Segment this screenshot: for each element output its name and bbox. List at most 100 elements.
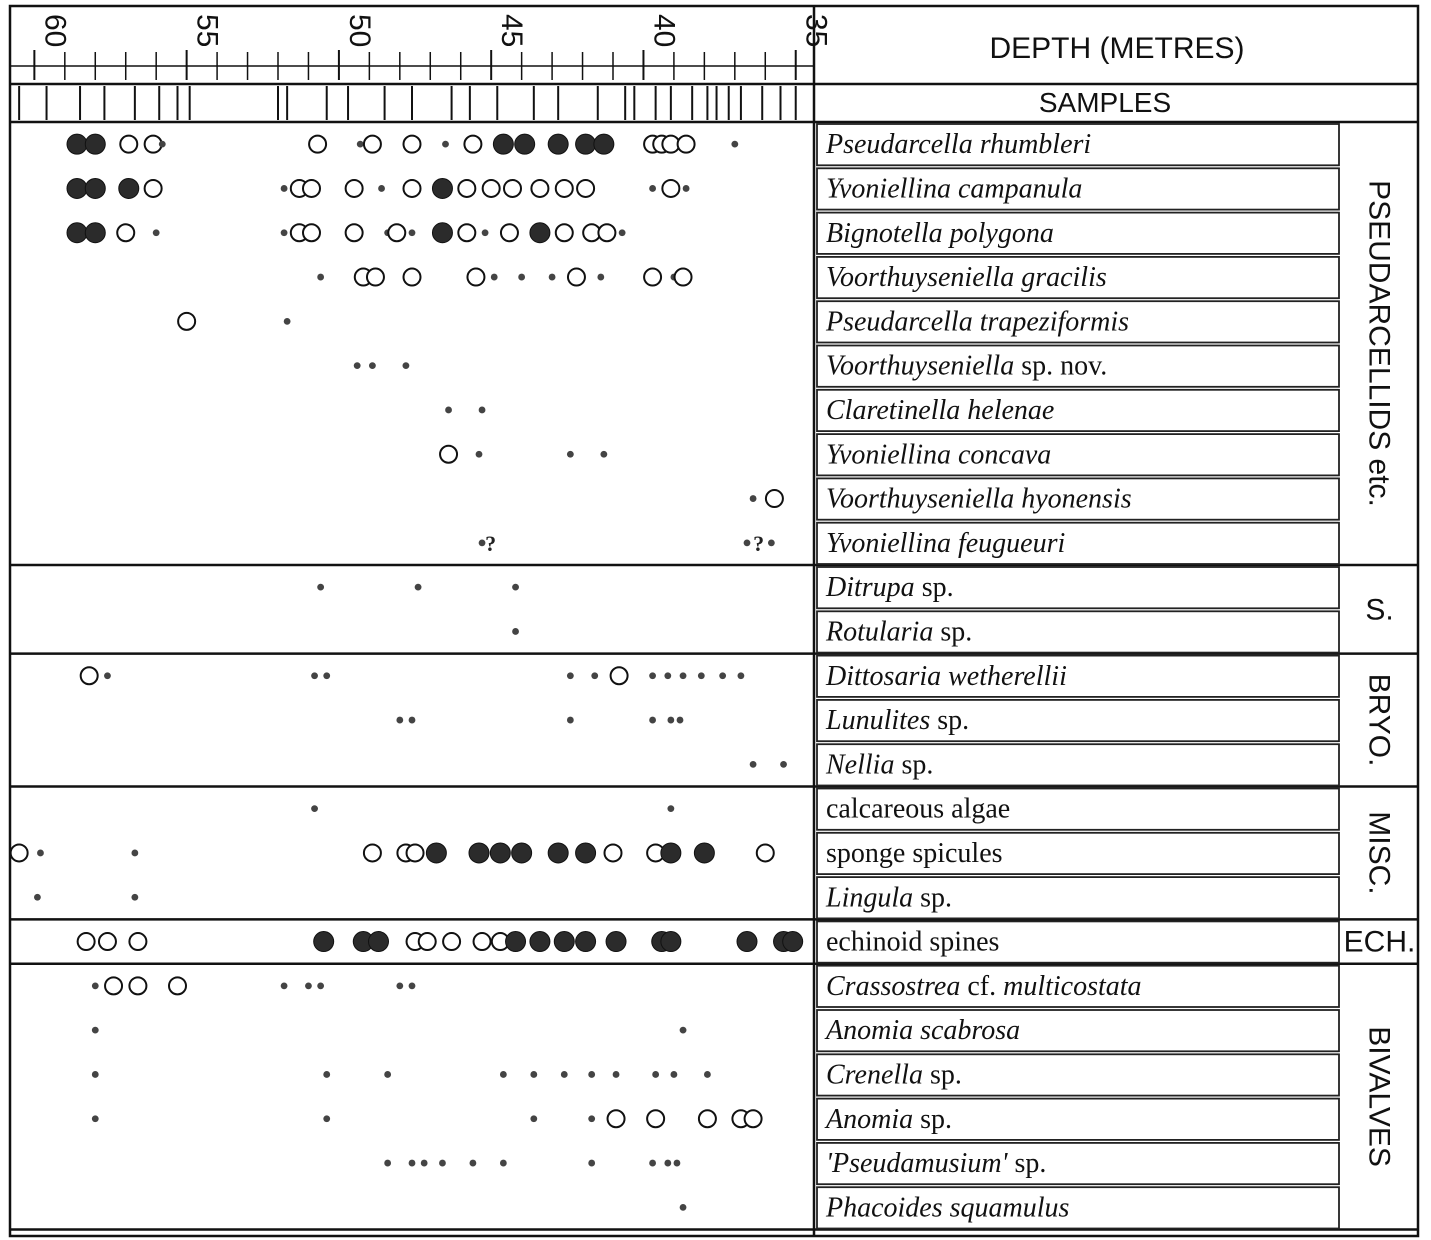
species-cell [816,1142,1340,1186]
common-mark [609,666,629,686]
species-cell [816,1186,1340,1230]
rare-mark [91,1071,99,1078]
rare-mark [305,982,312,990]
rare-mark [478,539,486,547]
species-label: Yvoniellina concava [826,439,1051,470]
common-mark [457,178,477,198]
abundant-mark [425,842,447,864]
common-mark [499,223,519,243]
species-label: calcareous algae [826,794,1010,825]
common-mark [116,223,136,243]
rare-mark [704,1071,711,1078]
rare-mark [591,672,599,680]
abundant-mark [575,842,597,864]
common-mark [603,843,623,863]
species-cell [816,123,1340,167]
rare-mark [518,273,526,281]
abundant-mark [468,842,490,864]
abundant-mark [431,177,453,199]
abundant-mark [529,931,551,953]
rare-mark [600,450,608,458]
species-cell [816,521,1340,565]
rare-mark [767,539,775,547]
samples-title: SAMPLES [1039,87,1171,118]
group-labels: PSEUDARCELLIDS etc. S. BRYO. MISC. ECH. BIVAL… [1344,180,1416,1167]
abundant-mark [511,842,533,864]
rare-mark [649,185,656,192]
species-cell [816,477,1340,521]
rare-mark [420,1159,428,1167]
species-cell [816,433,1340,477]
rare-mark [445,406,452,414]
common-mark [387,223,407,243]
species-label: Rotularia sp. [825,616,972,647]
common-mark [365,267,385,287]
species-label: Voorthuyseniella sp. nov. [826,351,1107,382]
samples-strip [18,86,797,120]
rare-mark [679,1203,687,1211]
group-label: PSEUDARCELLIDS etc. [1363,180,1396,507]
rare-mark [548,273,556,281]
common-mark [143,178,163,198]
rare-mark [664,672,672,680]
group-label: S. [1365,593,1393,626]
common-mark [119,134,139,154]
rare-mark [396,716,404,724]
species-label: Pseudarcella trapeziformis [825,306,1129,337]
common-mark [554,178,574,198]
species-cell [816,1009,1340,1053]
species-cell [816,831,1340,875]
common-mark [97,932,117,952]
species-cell [816,566,1340,610]
rare-mark [737,672,745,680]
rare-mark [91,1026,99,1034]
common-mark [764,489,784,509]
rare-mark [512,583,519,591]
rare-mark [667,716,675,724]
species-label: Phacoides squamulus [825,1192,1070,1223]
species-cell [816,920,1340,964]
species-label: Claretinella helenae [826,395,1054,426]
group-label: ECH. [1344,926,1416,959]
rare-mark [323,1071,331,1078]
rare-mark [311,672,318,680]
species-cell [816,610,1340,654]
abundant-mark [782,931,804,953]
group-label: BRYO. [1363,674,1396,767]
rare-mark [37,849,44,857]
species-cell [816,388,1340,432]
rare-mark [131,849,139,857]
common-mark [743,1109,763,1129]
rare-mark [649,716,656,724]
rare-mark [676,716,684,724]
common-mark [402,134,422,154]
rare-mark [317,982,325,990]
abundant-mark [313,931,335,953]
rare-mark [439,1159,446,1167]
abundant-mark [84,133,106,155]
abundant-mark [66,222,88,244]
abundant-mark [575,133,597,155]
rare-mark [158,140,166,148]
common-mark [9,843,29,863]
common-mark [566,267,586,287]
abundant-mark [489,842,511,864]
species-label: Ditrupa sp. [825,572,954,603]
rare-mark [697,672,705,680]
common-mark [79,666,99,686]
rare-mark [667,805,675,813]
rare-mark [408,1159,416,1167]
rare-mark [34,893,41,901]
rare-mark [369,362,376,370]
common-mark [177,311,197,331]
rare-mark [743,539,751,547]
common-mark [646,1109,666,1129]
rare-mark [384,1159,392,1167]
common-mark [302,223,321,243]
common-mark [402,178,422,198]
species-label: sponge spicules [826,838,1003,869]
species-cell [816,344,1340,388]
species-label: Yvoniellina campanula [826,173,1082,204]
rare-mark [91,1115,99,1123]
rare-mark [749,495,757,502]
